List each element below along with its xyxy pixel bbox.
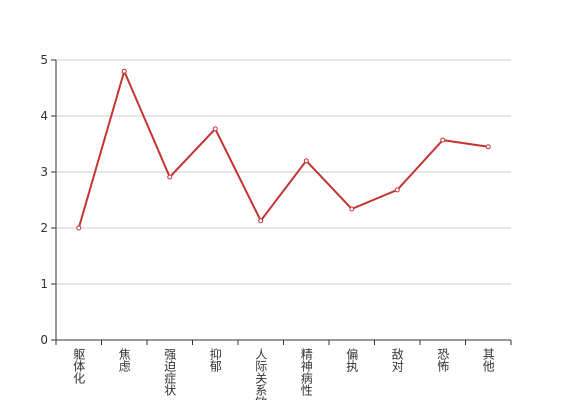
y-tick-label: 0 xyxy=(40,333,48,347)
x-tick-label: 敌对 xyxy=(390,347,404,372)
point xyxy=(394,187,400,193)
point xyxy=(121,68,127,74)
x-tick-label: 强迫症状 xyxy=(163,348,177,396)
x-tick-label: 偏执 xyxy=(345,347,359,373)
line xyxy=(77,68,489,229)
y-tick-label: 1 xyxy=(40,277,48,291)
point xyxy=(349,206,355,212)
y-tick-label: 4 xyxy=(40,109,48,123)
point xyxy=(485,144,491,150)
y-tick-label: 3 xyxy=(40,165,48,179)
point xyxy=(212,126,218,132)
x-tick-label: 焦虑 xyxy=(117,348,131,372)
point xyxy=(167,174,173,180)
x-tick-label: 人际关系敏感 xyxy=(254,348,268,400)
y-tick-label: 5 xyxy=(40,53,48,67)
x-tick-label: 躯体化 xyxy=(72,347,86,385)
point xyxy=(258,218,264,224)
x-tick-label: 抑郁 xyxy=(208,347,222,373)
x-tick-label: 精神病性 xyxy=(299,348,313,397)
y-tick-label: 2 xyxy=(40,221,48,235)
point xyxy=(303,158,309,164)
x-tick-label: 其他 xyxy=(481,348,495,372)
point xyxy=(76,225,82,231)
point xyxy=(440,137,446,143)
x-tick-label: 恐怖 xyxy=(436,348,450,372)
